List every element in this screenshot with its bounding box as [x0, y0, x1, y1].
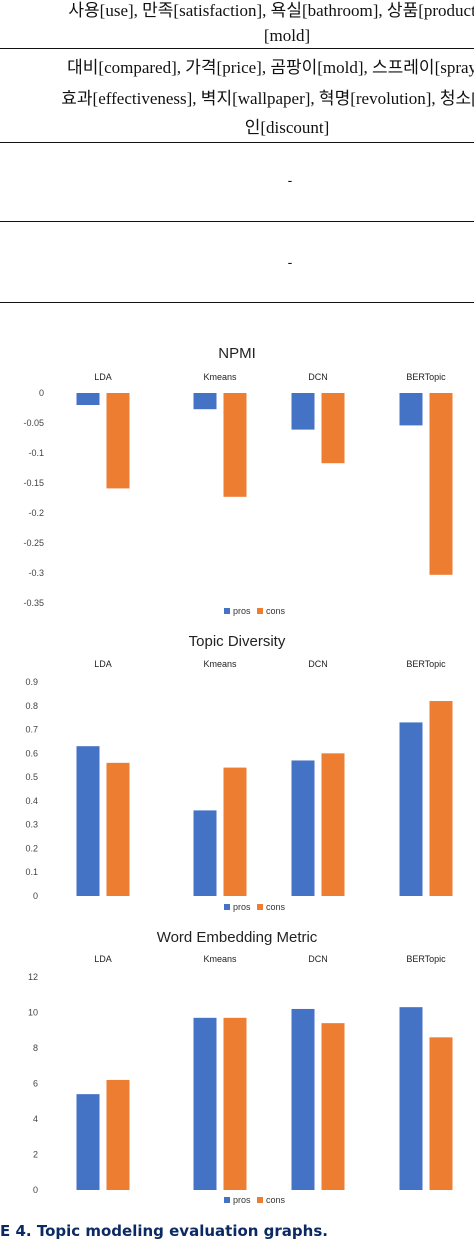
bar-pros-kmeans — [193, 393, 217, 410]
y-tick-label: 8 — [33, 1043, 38, 1053]
category-label: BERTopic — [406, 954, 446, 964]
legend-swatch-pros — [224, 608, 230, 614]
category-label: DCN — [308, 954, 328, 964]
legend-swatch-cons — [257, 608, 263, 614]
table-rule — [0, 142, 474, 143]
table-fragment: 사용[use], 만족[satisfaction], 욕실[bathroom],… — [0, 0, 474, 310]
legend-swatch-cons — [257, 904, 263, 910]
y-tick-label: -0.35 — [23, 598, 44, 608]
category-label: LDA — [94, 954, 112, 964]
category-label: DCN — [308, 659, 328, 669]
legend-label-cons: cons — [266, 1195, 286, 1205]
chart-title: NPMI — [218, 345, 256, 362]
table-rule — [0, 48, 474, 49]
bar-pros-kmeans — [193, 810, 217, 896]
table-cell-row2-line2: 효과[effectiveness], 벽지[wallpaper], 혁명[rev… — [61, 89, 474, 108]
bar-cons-kmeans — [223, 1017, 247, 1190]
y-tick-label: 0.4 — [25, 796, 38, 806]
table-cell-row1-line2: [mold] — [263, 26, 311, 45]
bar-pros-lda — [76, 746, 100, 896]
category-label: Kmeans — [203, 372, 237, 382]
bar-pros-dcn — [291, 1008, 315, 1190]
legend-label-pros: pros — [233, 606, 251, 616]
y-tick-label: -0.1 — [28, 448, 44, 458]
y-tick-label: -0.2 — [28, 508, 44, 518]
legend-label-cons: cons — [266, 606, 286, 616]
y-tick-label: 0.6 — [25, 748, 38, 758]
bar-pros-lda — [76, 1094, 100, 1190]
category-label: BERTopic — [406, 372, 446, 382]
bar-cons-dcn — [321, 1023, 345, 1190]
table-bottom-rule — [0, 302, 474, 303]
legend-swatch-pros — [224, 904, 230, 910]
y-tick-label: 0.1 — [25, 867, 38, 877]
table-cell-row4: - — [287, 254, 293, 270]
bar-pros-bertopic — [399, 393, 423, 426]
table-cell-row2-line3: 인[discount] — [244, 118, 330, 137]
y-tick-label: 0.8 — [25, 701, 38, 711]
y-tick-label: 10 — [28, 1008, 38, 1018]
table-cell-row3: - — [287, 172, 293, 188]
bar-pros-bertopic — [399, 1007, 423, 1190]
category-label: BERTopic — [406, 659, 446, 669]
table-rule — [0, 221, 474, 222]
bar-pros-dcn — [291, 393, 315, 430]
y-tick-label: 2 — [33, 1150, 38, 1160]
bar-pros-bertopic — [399, 722, 423, 896]
bar-cons-kmeans — [223, 767, 247, 896]
legend-label-pros: pros — [233, 902, 251, 912]
y-tick-label: 0.2 — [25, 843, 38, 853]
y-tick-label: -0.05 — [23, 418, 44, 428]
npmi-chart: NPMI LDA Kmeans DCN BERTopic 0 -0.05 -0.1 -0.15 -… — [23, 345, 453, 616]
legend-swatch-cons — [257, 1197, 263, 1203]
chart-title: Word Embedding Metric — [157, 929, 318, 946]
bar-cons-lda — [106, 762, 130, 896]
legend-label-cons: cons — [266, 902, 286, 912]
bar-pros-lda — [76, 393, 100, 405]
bar-cons-kmeans — [223, 393, 247, 497]
category-label: DCN — [308, 372, 328, 382]
bar-pros-dcn — [291, 760, 315, 896]
y-tick-label: 0.3 — [25, 820, 38, 830]
y-tick-label: 6 — [33, 1079, 38, 1089]
y-tick-label: -0.25 — [23, 538, 44, 548]
y-tick-label: 0.7 — [25, 725, 38, 735]
topic-diversity-chart: Topic Diversity LDA Kmeans DCN BERTopic 0 0.1 0… — [25, 633, 453, 912]
y-tick-label: -0.15 — [23, 478, 44, 488]
y-tick-label: 12 — [28, 972, 38, 982]
y-tick-label: 0 — [33, 1185, 38, 1195]
chart-title: Topic Diversity — [189, 633, 286, 650]
bar-cons-dcn — [321, 753, 345, 896]
table-cell-row2-line1: 대비[compared], 가격[price], 곰팡이[mold], 스프레이… — [67, 58, 474, 77]
y-tick-label: 4 — [33, 1114, 38, 1124]
bar-cons-dcn — [321, 393, 345, 464]
category-label: LDA — [94, 372, 112, 382]
category-label: LDA — [94, 659, 112, 669]
word-embedding-metric-chart: Word Embedding Metric LDA Kmeans DCN BERTopi… — [28, 929, 453, 1205]
legend-label-pros: pros — [233, 1195, 251, 1205]
y-tick-label: 0.5 — [25, 772, 38, 782]
y-tick-label: 0 — [39, 388, 44, 398]
table-cell-row1-line1: 사용[use], 만족[satisfaction], 욕실[bathroom],… — [68, 1, 474, 20]
y-tick-label: 0 — [33, 891, 38, 901]
bar-cons-lda — [106, 393, 130, 489]
bar-pros-kmeans — [193, 1017, 217, 1190]
bar-cons-bertopic — [429, 701, 453, 896]
bar-cons-bertopic — [429, 1037, 453, 1190]
category-label: Kmeans — [203, 954, 237, 964]
y-tick-label: -0.3 — [28, 568, 44, 578]
legend-swatch-pros — [224, 1197, 230, 1203]
y-tick-label: 0.9 — [25, 677, 38, 687]
bar-cons-lda — [106, 1079, 130, 1190]
figure-caption: E 4. Topic modeling evaluation graphs. — [0, 1222, 328, 1240]
bar-cons-bertopic — [429, 393, 453, 575]
category-label: Kmeans — [203, 659, 237, 669]
